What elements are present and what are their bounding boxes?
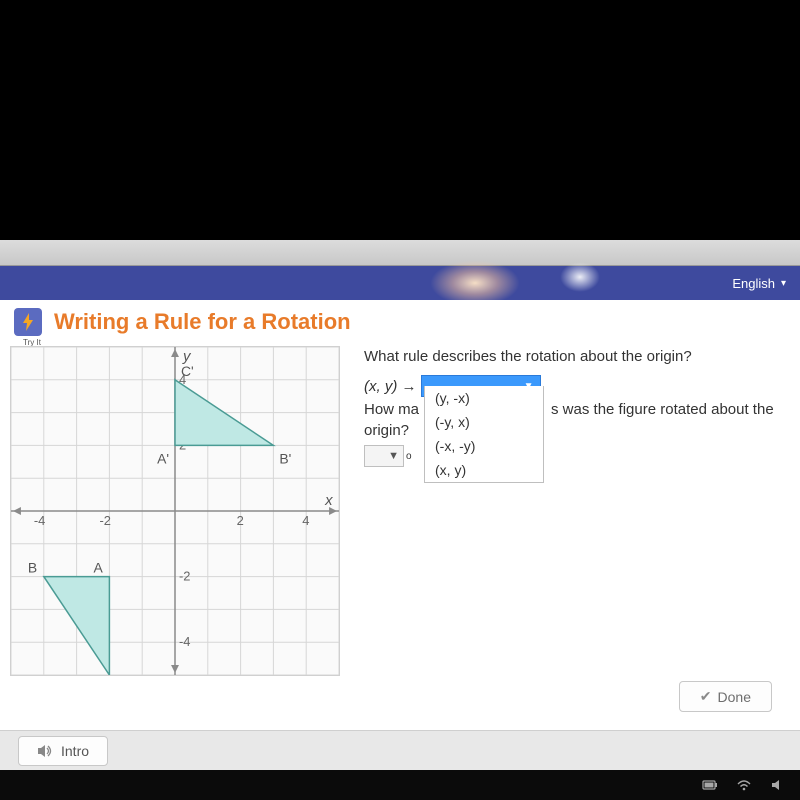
rule-dropdown-option[interactable]: (-x, -y) <box>425 434 543 458</box>
main-columns: -4-224-4-224xyA'B'C'ABC What rule descri… <box>0 346 800 676</box>
done-button[interactable]: ✔ Done <box>679 681 772 712</box>
chevron-down-icon: ▾ <box>781 278 786 289</box>
coordinate-grid: -4-224-4-224xyA'B'C'ABC <box>10 346 340 676</box>
mapping-lhs: (x, y) → <box>364 378 417 395</box>
svg-text:-4: -4 <box>179 634 190 649</box>
question-1: What rule describes the rotation about t… <box>364 348 790 365</box>
speaker-icon <box>37 744 53 758</box>
question-2-part-a: How ma <box>364 401 419 418</box>
svg-text:C': C' <box>181 363 194 379</box>
done-label: Done <box>718 689 751 705</box>
degree-select[interactable]: ▼ <box>364 445 404 467</box>
grid-svg: -4-224-4-224xyA'B'C'ABC <box>11 347 339 675</box>
tray-battery-icon <box>702 778 718 792</box>
photo-glare-small <box>560 262 600 292</box>
check-icon: ✔ <box>700 688 712 705</box>
title-row: Try It Writing a Rule for a Rotation <box>0 308 800 336</box>
rule-dropdown-option[interactable]: (-y, x) <box>425 410 543 434</box>
lesson-bottom-bar: Intro <box>0 730 800 770</box>
tray-volume-icon <box>770 778 786 792</box>
intro-button[interactable]: Intro <box>18 736 108 766</box>
tray-wifi-icon <box>736 778 752 792</box>
language-label: English <box>732 276 775 291</box>
svg-text:-2: -2 <box>179 569 190 584</box>
rule-dropdown-option[interactable]: (y, -x) <box>425 386 543 410</box>
svg-text:B: B <box>28 560 37 576</box>
lesson-content: Try It Writing a Rule for a Rotation -4 -… <box>0 300 800 730</box>
svg-text:B': B' <box>279 450 291 466</box>
svg-text:-2: -2 <box>99 513 110 528</box>
svg-text:4: 4 <box>302 513 309 528</box>
os-taskbar <box>0 770 800 800</box>
chevron-down-icon: ▼ <box>388 450 399 462</box>
browser-chrome-bar <box>0 240 800 266</box>
svg-text:-4: -4 <box>34 513 45 528</box>
app-header: English ▾ <box>0 266 800 300</box>
intro-label: Intro <box>61 743 89 759</box>
svg-text:2: 2 <box>237 513 244 528</box>
degree-symbol: o <box>406 451 412 462</box>
lightning-icon <box>21 313 35 331</box>
svg-text:x: x <box>324 493 333 509</box>
question-2-part-b: s was the figure rotated about the <box>551 401 774 418</box>
rule-dropdown-list: (y, -x)(-y, x)(-x, -y)(x, y) <box>424 386 544 483</box>
svg-text:A: A <box>93 560 103 576</box>
page-title: Writing a Rule for a Rotation <box>54 309 351 335</box>
camera-black-region <box>0 0 800 240</box>
language-selector[interactable]: English ▾ <box>732 276 786 291</box>
try-it-badge[interactable]: Try It <box>14 308 42 336</box>
svg-text:A': A' <box>157 450 169 466</box>
rule-dropdown-option[interactable]: (x, y) <box>425 458 543 482</box>
